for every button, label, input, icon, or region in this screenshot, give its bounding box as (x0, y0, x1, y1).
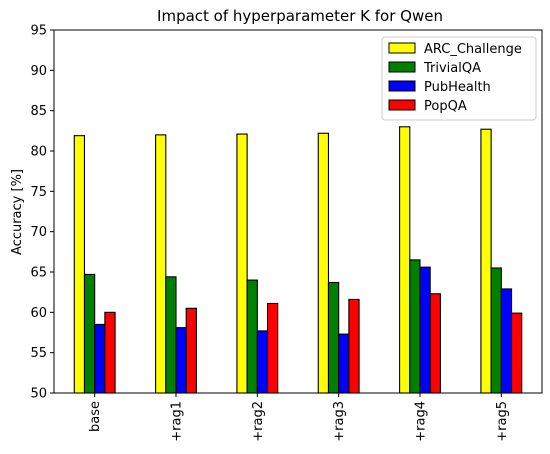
bar-arc-challenge-rag5 (480, 128, 492, 394)
x-tick-label: +rag1 (170, 401, 185, 442)
legend-swatch (388, 42, 416, 54)
bar-trivialqa-rag4 (409, 259, 421, 394)
bar-pubhealth-rag5 (500, 288, 513, 394)
x-tick-label: +rag5 (495, 401, 510, 442)
legend-swatch (388, 80, 416, 92)
legend-swatch (388, 99, 416, 111)
legend-label: ARC_Challenge (424, 42, 522, 57)
legend-swatch (388, 61, 416, 73)
bar-arc-challenge-base (73, 135, 86, 394)
x-tick-label: base (88, 401, 103, 432)
legend-label: PubHealth (424, 80, 491, 95)
bar-pubhealth-base (94, 323, 106, 394)
legend-frame (381, 36, 537, 121)
bar-arc-challenge-rag2 (236, 133, 248, 394)
y-axis-label: Accuracy [%] (10, 169, 25, 255)
y-tick-label: 50 (30, 387, 47, 402)
legend: ARC_Challenge TrivialQA PubHealth PopQA (381, 36, 537, 121)
bar-trivialqa-rag5 (490, 267, 502, 394)
bar-popqa-rag2 (266, 302, 279, 394)
y-tick-label: 60 (30, 306, 47, 321)
y-tick-label: 70 (30, 225, 47, 240)
bars-layer (73, 126, 523, 394)
y-tick-label: 95 (30, 24, 47, 39)
x-tick-label: +rag4 (414, 401, 429, 442)
bar-popqa-base (104, 311, 116, 394)
bar-popqa-rag3 (348, 298, 360, 394)
y-tick-label: 85 (30, 104, 47, 119)
y-tick-label: 75 (30, 185, 47, 200)
bar-popqa-rag4 (429, 293, 441, 394)
axes-layer: 50 55 60 65 70 75 80 85 90 95 base +rag1 +rag2 +rag3 +… (30, 24, 543, 442)
y-tick-label: 90 (30, 64, 47, 79)
bar-pubhealth-rag4 (419, 266, 431, 394)
plot-frame (53, 29, 543, 394)
bar-arc-challenge-rag3 (317, 132, 330, 394)
legend-label: PopQA (424, 99, 467, 114)
x-tick-label: +rag2 (251, 401, 266, 442)
bar-trivialqa-rag1 (165, 276, 177, 394)
bar-popqa-rag5 (510, 312, 523, 394)
chart-title: Impact of hyperparameter K for Qwen (157, 7, 443, 25)
bar-arc-challenge-rag1 (155, 134, 167, 394)
bar-popqa-rag1 (185, 307, 197, 394)
y-tick-label: 80 (30, 145, 47, 160)
bar-trivialqa-rag3 (327, 281, 340, 394)
bar-pubhealth-rag2 (256, 330, 269, 394)
y-tick-label: 65 (30, 266, 47, 281)
bar-arc-challenge-rag4 (399, 126, 411, 394)
bar-trivialqa-rag2 (246, 279, 258, 394)
bar-pubhealth-rag3 (338, 333, 350, 394)
y-tick-label: 55 (30, 346, 47, 361)
x-tick-label: +rag3 (332, 401, 347, 442)
legend-label: TrivialQA (423, 61, 481, 76)
bar-pubhealth-rag1 (175, 327, 187, 394)
bar-trivialqa-base (83, 273, 96, 394)
